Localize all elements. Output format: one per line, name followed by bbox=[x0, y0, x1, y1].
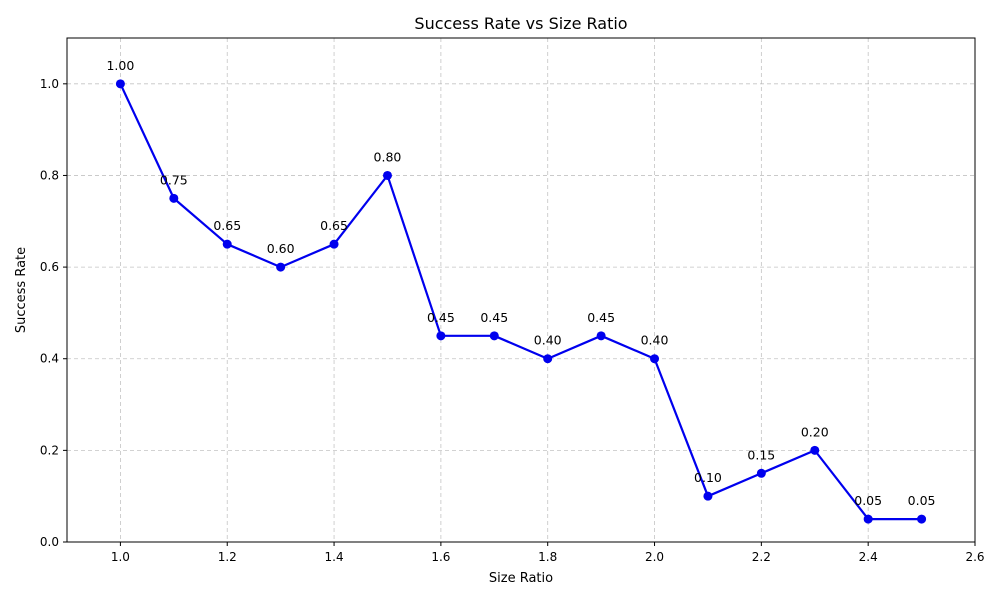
data-point bbox=[276, 262, 286, 272]
data-point bbox=[115, 79, 125, 89]
y-tick-label: 0.2 bbox=[40, 443, 59, 457]
data-label: 0.60 bbox=[267, 241, 295, 256]
data-point bbox=[703, 491, 713, 501]
y-tick-label: 0.6 bbox=[40, 260, 59, 274]
data-point bbox=[863, 514, 873, 524]
data-label: 0.05 bbox=[854, 493, 882, 508]
x-tick-label: 1.0 bbox=[111, 550, 130, 564]
data-label: 0.80 bbox=[374, 149, 402, 164]
y-tick-label: 1.0 bbox=[40, 77, 59, 91]
x-tick-label: 1.6 bbox=[431, 550, 450, 564]
axis-ticks: 1.0 1.2 1.4 1.6 1.8 2.0 2.2 2.4 2.60.00.20.40.60… bbox=[40, 77, 985, 564]
data-point bbox=[489, 331, 499, 341]
data-label: 0.45 bbox=[427, 310, 455, 325]
data-series bbox=[115, 79, 927, 524]
data-label: 0.10 bbox=[694, 470, 722, 485]
y-tick-label: 0.0 bbox=[40, 535, 59, 549]
y-tick-label: 0.8 bbox=[40, 168, 59, 182]
data-point bbox=[650, 354, 660, 364]
x-tick-label: 2.4 bbox=[859, 550, 878, 564]
data-label: 0.45 bbox=[480, 310, 508, 325]
x-tick-label: 1.4 bbox=[325, 550, 344, 564]
data-point bbox=[543, 354, 553, 364]
x-tick-label: 2.6 bbox=[965, 550, 984, 564]
data-point bbox=[917, 514, 927, 524]
data-label: 0.65 bbox=[213, 218, 241, 233]
data-point bbox=[436, 331, 446, 341]
data-point bbox=[810, 445, 820, 455]
data-label: 0.40 bbox=[641, 333, 669, 348]
data-point bbox=[329, 239, 339, 249]
data-label: 0.45 bbox=[587, 310, 615, 325]
data-labels: 1.00 0.75 0.65 0.60 0.65 0.80 0.45 0.45 0.40 0.45… bbox=[106, 58, 935, 508]
data-point bbox=[222, 239, 232, 249]
data-label: 0.65 bbox=[320, 218, 348, 233]
x-tick-label: 1.8 bbox=[538, 550, 557, 564]
series-line bbox=[119, 83, 922, 521]
data-label: 0.15 bbox=[747, 447, 775, 462]
data-point bbox=[169, 193, 179, 203]
y-axis-label: Success Rate bbox=[14, 247, 29, 333]
data-point bbox=[756, 468, 766, 478]
x-tick-label: 2.2 bbox=[752, 550, 771, 564]
x-tick-label: 2.0 bbox=[645, 550, 664, 564]
data-point bbox=[596, 331, 606, 341]
data-label: 0.20 bbox=[801, 424, 829, 439]
data-label: 0.75 bbox=[160, 172, 188, 187]
x-tick-label: 1.2 bbox=[218, 550, 237, 564]
chart-title: Success Rate vs Size Ratio bbox=[414, 14, 627, 33]
y-tick-label: 0.4 bbox=[40, 352, 59, 366]
x-axis-label: Size Ratio bbox=[489, 571, 553, 586]
data-point bbox=[382, 170, 392, 180]
plot-area-frame bbox=[66, 37, 976, 543]
data-label: 0.05 bbox=[908, 493, 936, 508]
data-label: 0.40 bbox=[534, 333, 562, 348]
data-label: 1.00 bbox=[106, 58, 134, 73]
